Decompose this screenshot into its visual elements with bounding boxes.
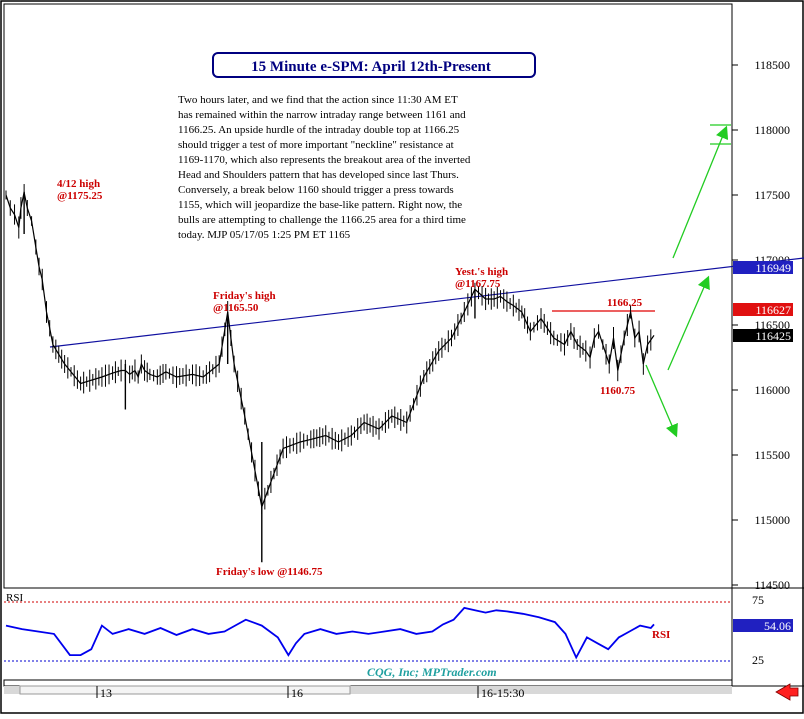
rsi-lower-tick: 25 bbox=[752, 653, 764, 667]
rsi-series bbox=[5, 606, 655, 660]
time-axis: 13 16 16-15:30 bbox=[96, 686, 524, 700]
commentary-line: has remained within the narrow intraday … bbox=[178, 109, 466, 121]
retest-projection-arrow bbox=[667, 275, 710, 371]
commentary-line: Head and Shoulders pattern that has deve… bbox=[178, 169, 459, 181]
trendline-price-tag bbox=[733, 261, 793, 274]
commentary-line: 1169-1170, which also represents the bre… bbox=[178, 154, 471, 166]
upside-projection-arrow bbox=[672, 125, 729, 259]
commentary-line: bulls are attempting to challenge the 11… bbox=[178, 214, 466, 226]
trendline-price-value: 116949 bbox=[755, 261, 791, 275]
friday-low-label: Friday's low @1146.75 bbox=[216, 566, 323, 578]
scrollbar-track[interactable] bbox=[4, 686, 732, 694]
price-axis-tick-label: 114500 bbox=[754, 578, 790, 592]
yesterday-high-label: Yest.'s high bbox=[455, 266, 508, 278]
commentary-line: 1166.25. An upside hurdle of the intrada… bbox=[178, 124, 460, 136]
rsi-series-label: RSI bbox=[652, 629, 670, 641]
red-left-arrow-icon[interactable] bbox=[775, 683, 799, 701]
last-price-value: 116425 bbox=[755, 329, 791, 343]
annotation-labels: 4/12 high @1175.25 Friday's high @1165.5… bbox=[57, 178, 643, 578]
price-tags: 116949 116627 116425 bbox=[733, 261, 793, 343]
yesterday-high-value: @1167.75 bbox=[455, 278, 501, 290]
commentary-block: Two hours later, and we find that the ac… bbox=[178, 94, 471, 241]
chart-title-box bbox=[212, 52, 536, 78]
commentary-line: Two hours later, and we find that the ac… bbox=[178, 94, 458, 106]
chart-title: 15 Minute e-SPM: April 12th-Present bbox=[251, 59, 491, 75]
rsi-upper-tick: 75 bbox=[752, 593, 764, 607]
support-level-label: 1160.75 bbox=[600, 385, 636, 397]
price-axis-tick-label: 118000 bbox=[754, 123, 790, 137]
resistance-level-label: 1166.25 bbox=[607, 297, 643, 309]
last-price-tag bbox=[733, 329, 793, 342]
friday-high-value: @1165.50 bbox=[213, 302, 259, 314]
resistance-price-value: 116627 bbox=[755, 303, 791, 317]
time-tick-label: 16 bbox=[291, 686, 303, 700]
price-axis-tick-label: 115500 bbox=[754, 448, 790, 462]
commentary-line: should trigger a test of more important … bbox=[178, 139, 454, 151]
price-axis-tick-label: 117500 bbox=[754, 188, 790, 202]
price-axis-tick-label: 115000 bbox=[754, 513, 790, 527]
commentary-line: Conversely, a break below 1160 should tr… bbox=[178, 184, 454, 196]
rsi-value: 54.06 bbox=[764, 619, 791, 633]
price-series bbox=[5, 184, 655, 563]
downside-projection-arrow bbox=[645, 364, 678, 438]
commentary-line: today. MJP 05/17/05 1:25 PM ET 1165 bbox=[178, 229, 351, 241]
scrollbar-thumb[interactable] bbox=[19, 685, 351, 695]
apr12-high-value: @1175.25 bbox=[57, 190, 103, 202]
resistance-price-tag bbox=[733, 303, 793, 316]
time-tick-label: 13 bbox=[100, 686, 112, 700]
neckline-trendline bbox=[49, 257, 804, 348]
price-axis-tick-label: 116500 bbox=[754, 318, 790, 332]
price-axis-tick-label: 118500 bbox=[754, 58, 790, 72]
time-tick-label: 16-15:30 bbox=[481, 686, 524, 700]
commentary-line: 1155, which will jeopardize the base-lik… bbox=[178, 199, 462, 211]
rsi-value-tag bbox=[733, 619, 793, 632]
chart-credit: CQG, Inc; MPTrader.com bbox=[367, 665, 497, 679]
rsi-panel-label: RSI bbox=[6, 592, 23, 604]
projection-arrows bbox=[645, 124, 731, 438]
friday-high-label: Friday's high bbox=[213, 290, 276, 302]
price-axis-tick-label: 116000 bbox=[754, 383, 790, 397]
apr12-high-label: 4/12 high bbox=[57, 178, 100, 190]
rsi-line bbox=[5, 606, 655, 660]
